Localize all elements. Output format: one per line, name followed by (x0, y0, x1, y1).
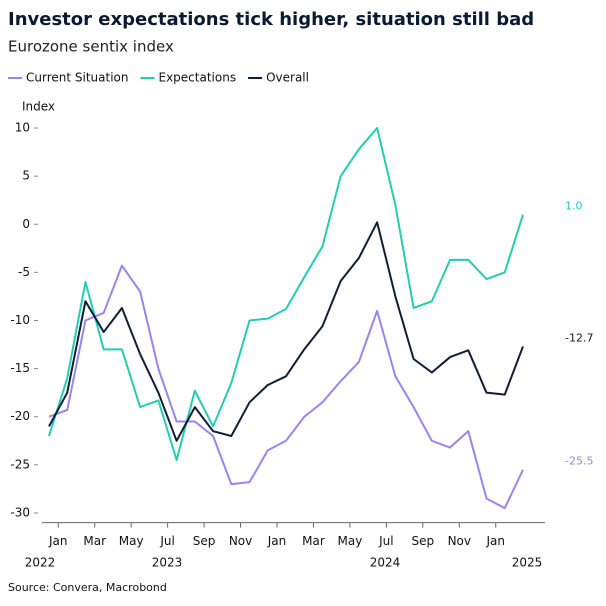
series-line (48, 264, 524, 510)
year-label: 2025 (512, 556, 543, 570)
year-label: 2022 (25, 556, 56, 570)
y-tick-label: 10 (15, 121, 30, 135)
x-tick-label: Nov (229, 534, 252, 548)
x-tick-label: Nov (448, 534, 471, 548)
x-tick-label: Jul (159, 534, 174, 548)
year-label: 2024 (370, 556, 401, 570)
x-tick-label: Sep (412, 534, 435, 548)
end-label: 1.0 (565, 200, 583, 213)
x-tick-label: Jan (267, 534, 287, 548)
series-line (48, 127, 524, 462)
end-label: -12.7 (565, 331, 593, 344)
legend-label: Expectations (159, 71, 237, 85)
y-tick-label: -25 (10, 457, 30, 471)
x-tick-label: May (119, 534, 144, 548)
x-tick-label: Sep (193, 534, 216, 548)
series-line (48, 221, 524, 442)
y-tick-label: -5 (18, 265, 30, 279)
x-tick-label: Mar (83, 534, 106, 548)
chart-subtitle: Eurozone sentix index (8, 38, 174, 56)
x-tick-label: Jan (486, 534, 506, 548)
y-tick-label: -20 (10, 409, 30, 423)
legend-label: Current Situation (26, 71, 129, 85)
x-tick-label: May (338, 534, 363, 548)
year-label: 2023 (152, 556, 183, 570)
legend-label: Overall (266, 71, 309, 85)
x-tick-label: Jan (48, 534, 68, 548)
x-tick-label: Jul (378, 534, 393, 548)
y-tick-label: 5 (22, 169, 30, 183)
y-tick-label: -30 (10, 505, 30, 519)
chart-title: Investor expectations tick higher, situa… (8, 9, 534, 30)
x-tick-label: Mar (302, 534, 325, 548)
source: Source: Convera, Macrobond (8, 581, 167, 594)
y-tick-label: -15 (10, 361, 30, 375)
y-tick-label: 0 (22, 217, 30, 231)
end-label: -25.5 (565, 455, 593, 468)
y-tick-label: -10 (10, 313, 30, 327)
y-axis-label: Index (22, 100, 55, 114)
